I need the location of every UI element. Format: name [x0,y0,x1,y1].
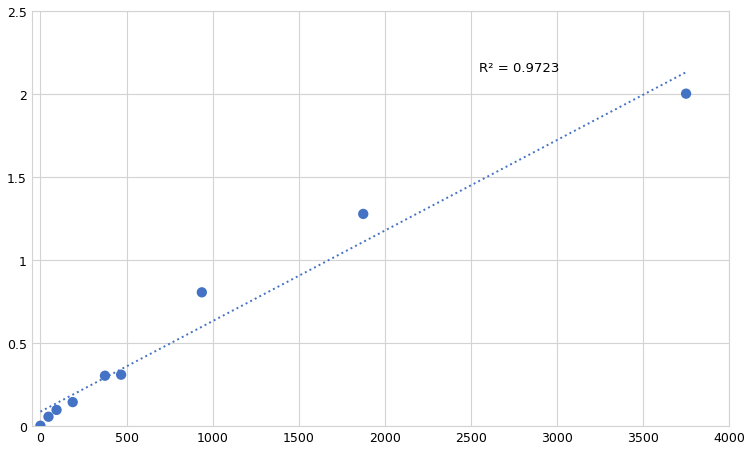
Point [35,422,47,429]
Point [50,406,62,414]
Point [42,413,54,420]
Point [67,399,79,406]
Point [196,289,208,296]
Point [357,211,369,218]
Text: R² = 0.9723: R² = 0.9723 [480,62,559,74]
Point [680,91,692,98]
Point [115,371,127,378]
Point [99,372,111,379]
